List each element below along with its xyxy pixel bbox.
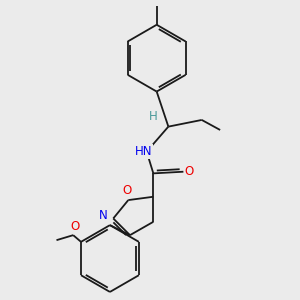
Text: O: O — [70, 220, 80, 233]
Text: O: O — [185, 165, 194, 178]
Text: H: H — [149, 110, 158, 123]
Text: N: N — [99, 209, 108, 222]
Text: HN: HN — [135, 145, 152, 158]
Text: O: O — [122, 184, 131, 196]
